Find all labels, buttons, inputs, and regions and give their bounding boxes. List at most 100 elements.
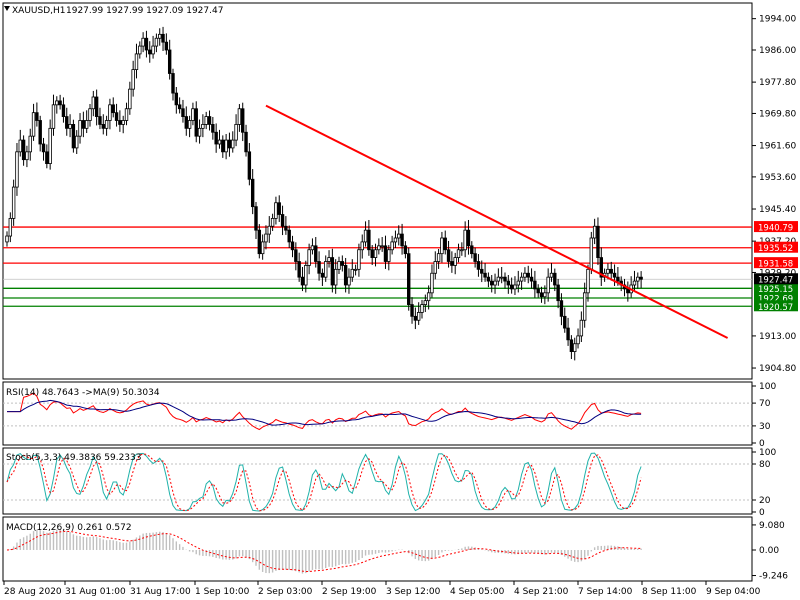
candle-body: [423, 300, 428, 305]
candle-body: [636, 276, 640, 282]
candle-body: [367, 229, 371, 251]
candle-body: [576, 335, 580, 345]
indicator-tick-label: 30: [759, 422, 771, 432]
candle-body: [499, 276, 504, 279]
candle-body: [227, 139, 232, 149]
candle-body: [586, 268, 590, 294]
candle-body: [15, 151, 19, 188]
support-line-value: 1922.69: [758, 294, 793, 304]
candle-body: [300, 276, 305, 286]
candle-body: [639, 276, 643, 280]
candle-body: [443, 237, 447, 251]
candle-body: [486, 276, 491, 282]
candle-body: [244, 131, 248, 153]
candle-body: [25, 151, 29, 161]
rsi-indicator: 100 70 30 0: [3, 382, 776, 449]
candle-body: [563, 315, 567, 329]
candle-body: [104, 120, 109, 129]
candle-body: [204, 116, 208, 125]
candle-body: [403, 245, 408, 255]
candle-body: [599, 257, 603, 278]
candle-body: [582, 292, 587, 321]
candle-body: [569, 339, 574, 352]
candle-body: [194, 108, 198, 137]
candle-body: [161, 33, 165, 43]
candle-body: [141, 37, 145, 47]
candle-body: [81, 120, 86, 129]
price-panel[interactable]: [2, 2, 753, 380]
candle-body: [131, 69, 135, 90]
stochastic-main-line: [6, 452, 642, 512]
candle-body: [373, 249, 378, 258]
time-tick-label: 7 Sep 14:00: [578, 587, 633, 597]
time-tick-label: 9 Sep 04:00: [706, 587, 761, 597]
candle-body: [350, 268, 354, 278]
trendline[interactable]: [265, 104, 729, 339]
candle-body: [254, 206, 258, 231]
time-tick-label: 4 Sep 05:00: [450, 587, 505, 597]
candle-body: [526, 272, 530, 278]
candle-body: [440, 237, 444, 255]
price-tick-label: 1977.80: [759, 78, 796, 88]
indicator-tick-label: 0: [759, 508, 765, 518]
candle-body: [549, 272, 554, 278]
candle-body: [191, 108, 195, 121]
price-tick-label: 1986.00: [759, 46, 796, 56]
candle-body: [294, 249, 298, 262]
candle-body: [297, 261, 301, 278]
candle-body: [290, 241, 295, 251]
candle-body: [167, 49, 172, 74]
candle-body: [566, 327, 570, 341]
candle-body: [390, 241, 394, 251]
candle-body: [38, 120, 42, 145]
candle-body: [48, 127, 52, 164]
candle-body: [616, 276, 620, 282]
candle-body: [237, 108, 242, 125]
time-tick-label: 3 Sep 12:00: [386, 587, 441, 597]
candle-body: [357, 249, 361, 270]
candle-body: [224, 139, 228, 153]
candle-body: [274, 202, 278, 219]
candle-body: [473, 253, 477, 262]
candle-body: [513, 284, 517, 290]
candle-body: [121, 120, 125, 125]
time-tick-label: 4 Sep 21:00: [514, 587, 569, 597]
collapse-triangle-icon[interactable]: [4, 6, 10, 11]
candle-body: [529, 276, 534, 282]
candle-body: [138, 45, 142, 55]
candle-body: [71, 124, 76, 149]
candle-body: [177, 104, 182, 110]
candle-body: [383, 245, 388, 262]
level-labels: 1940.79 1935.52 1931.58 1925.151922.691920.…: [754, 221, 798, 313]
candle-body: [466, 229, 471, 247]
indicator-tick-label: 0: [759, 439, 765, 449]
candle-body: [573, 343, 577, 352]
time-tick-label: 2 Sep 19:00: [322, 587, 377, 597]
candle-body: [420, 304, 424, 313]
horizontal-levels[interactable]: [3, 226, 752, 307]
candle-body: [509, 284, 514, 290]
candle-body: [556, 284, 560, 302]
candle-body: [606, 268, 610, 274]
candle-body: [51, 104, 56, 129]
candle-body: [320, 272, 325, 278]
candle-body: [397, 233, 401, 239]
candle-body: [267, 225, 271, 235]
candle-body: [118, 120, 122, 125]
candle-body: [78, 120, 82, 137]
candle-body: [503, 276, 507, 282]
candle-body: [330, 257, 335, 286]
candle-body: [287, 229, 291, 243]
candle-body: [31, 112, 36, 137]
price-tick-label: 1953.60: [759, 173, 796, 183]
candle-body: [304, 265, 308, 286]
candle-body: [327, 257, 331, 262]
candle-body: [144, 37, 149, 51]
candle-body: [124, 108, 129, 121]
candle-body: [264, 233, 268, 243]
candle-body: [45, 151, 49, 164]
support-line-value: 1925.15: [758, 285, 793, 295]
candle-body: [612, 272, 617, 278]
price-axis: 1994.00 1986.00 1977.80 1969.80 1961.60 1953.…: [752, 15, 796, 374]
candle-body: [493, 280, 497, 286]
